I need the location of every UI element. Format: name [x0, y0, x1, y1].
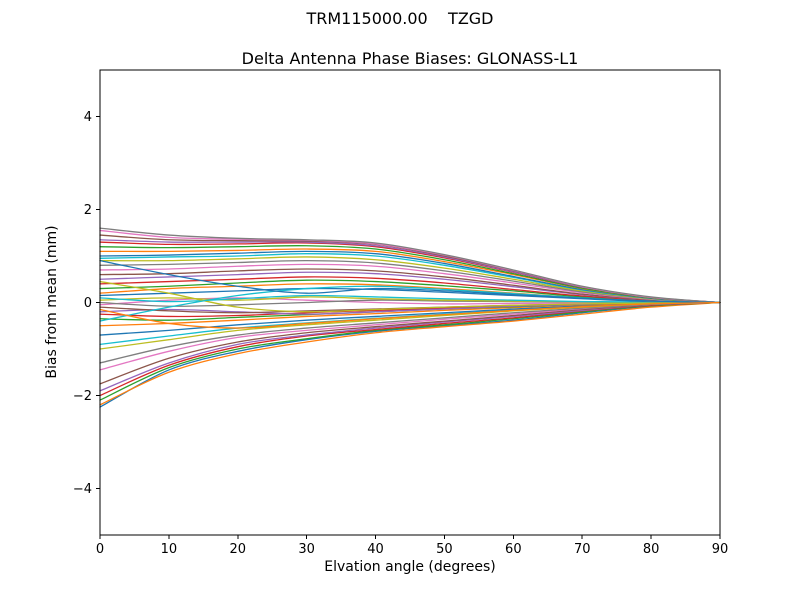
x-tick-label: 20 — [230, 542, 247, 557]
series-line-29 — [99, 256, 721, 304]
series-line-42 — [99, 301, 721, 329]
y-tick-label: −2 — [73, 389, 92, 404]
series-line-08 — [99, 301, 721, 364]
x-tick-label: 40 — [367, 542, 384, 557]
series-line-41 — [99, 260, 721, 304]
x-tick-label: 80 — [643, 542, 660, 557]
series-line-06 — [99, 301, 721, 385]
series-line-01 — [99, 301, 721, 408]
series-line-33 — [99, 245, 721, 304]
x-tick-label: 50 — [436, 542, 453, 557]
series-line-02 — [99, 301, 721, 406]
x-tick-label: 10 — [161, 542, 178, 557]
figure-suptitle: TRM115000.00 TZGD — [306, 9, 494, 28]
y-tick-label: 2 — [84, 203, 92, 218]
x-tick-label: 70 — [574, 542, 591, 557]
series-line-27 — [99, 263, 721, 304]
x-tick-label: 90 — [712, 542, 729, 557]
x-tick-label: 0 — [96, 542, 104, 557]
y-tick-label: −4 — [73, 482, 92, 497]
x-tick-label: 30 — [298, 542, 315, 557]
series-line-26 — [99, 268, 721, 304]
series-line-38 — [99, 227, 721, 304]
axes-title: Delta Antenna Phase Biases: GLONASS-L1 — [241, 49, 579, 68]
x-tick-label: 60 — [505, 542, 522, 557]
series-line-31 — [99, 250, 721, 304]
y-tick-label: 0 — [84, 296, 92, 311]
series-line-03 — [99, 301, 721, 401]
x-axis-label: Elvation angle (degrees) — [324, 559, 496, 575]
y-tick-label: 4 — [84, 110, 92, 125]
